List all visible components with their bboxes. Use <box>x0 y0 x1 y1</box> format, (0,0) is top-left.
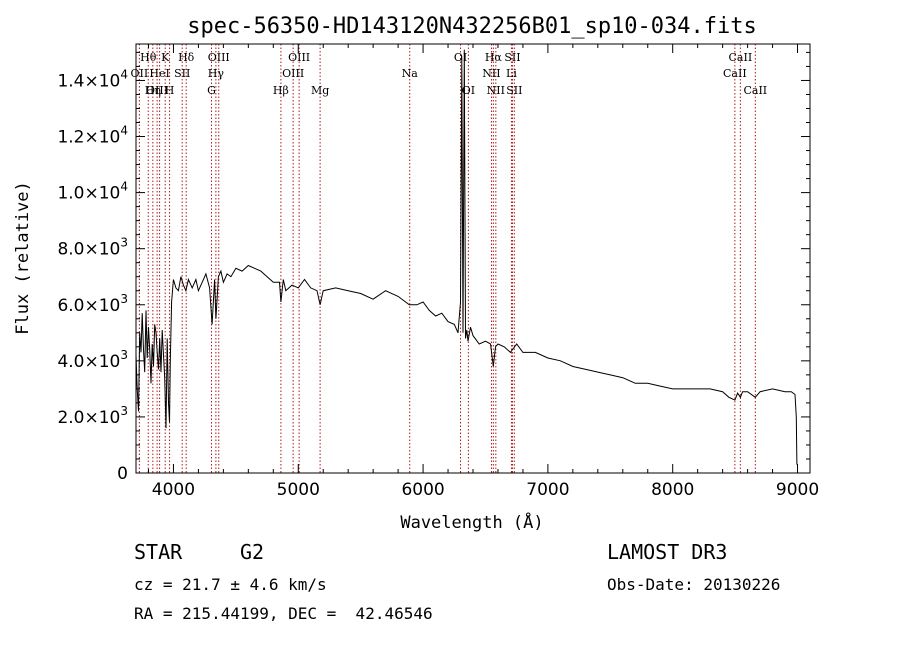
line-label-17: OI <box>454 51 467 64</box>
y-axis-label: Flux (relative) <box>13 181 33 335</box>
y-tick-label-0: 0 <box>117 464 128 484</box>
line-label-16: Na <box>402 67 419 80</box>
line-label-19: Hα <box>485 51 503 64</box>
spectrum-series-line <box>135 49 798 465</box>
line-label-20: NII <box>482 67 500 80</box>
line-label-13: OIII <box>288 51 310 64</box>
observation-date: Obs-Date: 20130226 <box>607 575 781 594</box>
survey-name: LAMOST DR3 <box>607 540 728 564</box>
y-axis-ticks: 0 2.0×103 4.0×103 6.0×103 8.0×103 1.0×104 1.2×… <box>57 51 810 484</box>
line-label-11: G <box>207 84 216 97</box>
line-label-5: HeI <box>149 67 169 80</box>
y-tick-label-5: 1.0×104 <box>57 180 128 204</box>
line-label-4: K <box>161 51 170 64</box>
line-label-0: Hθ <box>140 51 157 64</box>
line-label-8: Hδ <box>178 51 195 64</box>
spectral-line-markers <box>138 44 756 473</box>
line-label-22: SII <box>504 51 520 64</box>
y-tick-label-3: 6.0×103 <box>57 292 128 316</box>
line-label-6: H <box>165 84 175 97</box>
x-tick-label-5: 9000 <box>776 480 819 500</box>
plot-frame <box>135 43 811 474</box>
x-tick-label-4: 8000 <box>651 480 694 500</box>
redshift-value: cz = 21.7 ± 4.6 km/s <box>134 575 327 594</box>
line-label-21: NII <box>487 84 505 97</box>
y-tick-label-7: 1.4×104 <box>57 67 128 91</box>
line-label-9: OIII <box>208 51 230 64</box>
line-label-2: OIII <box>146 84 168 97</box>
y-tick-label-4: 8.0×103 <box>57 236 128 260</box>
y-tick-label-2: 4.0×103 <box>57 348 128 372</box>
spectral-subclass: G2 <box>240 540 265 564</box>
object-class: STAR <box>134 540 183 564</box>
line-label-26: CaII <box>723 67 747 80</box>
chart-title: spec-56350-HD143120N432256B01_sp10-034.f… <box>187 14 757 39</box>
x-axis-label: Wavelength (Å) <box>400 511 543 533</box>
y-tick-label-6: 1.2×104 <box>57 124 128 148</box>
line-label-18: OI <box>462 84 475 97</box>
line-label-14: OIII <box>282 67 304 80</box>
line-label-15: Mg <box>311 84 329 97</box>
x-axis-ticks: 4000 5000 6000 7000 8000 9000 <box>147 44 819 500</box>
sky-coordinates: RA = 215.44199, DEC = 42.46546 <box>134 604 433 623</box>
y-tick-label-1: 2.0×103 <box>57 404 128 428</box>
line-label-24: SII <box>506 84 522 97</box>
x-tick-label-2: 6000 <box>401 480 444 500</box>
line-label-10: Hγ <box>208 67 225 80</box>
line-label-25: CaII <box>729 51 753 64</box>
line-label-3: Hη <box>145 84 161 97</box>
x-tick-label-0: 4000 <box>152 480 195 500</box>
line-label-7: SII <box>174 67 190 80</box>
x-tick-label-1: 5000 <box>277 480 320 500</box>
x-tick-label-3: 7000 <box>526 480 569 500</box>
spectrum-chart: spec-56350-HD143120N432256B01_sp10-034.f… <box>13 14 819 533</box>
line-label-27: CaII <box>743 84 767 97</box>
line-label-12: Hβ <box>273 84 289 97</box>
line-label-1: OII <box>131 67 149 80</box>
line-label-23: Li <box>506 67 517 80</box>
